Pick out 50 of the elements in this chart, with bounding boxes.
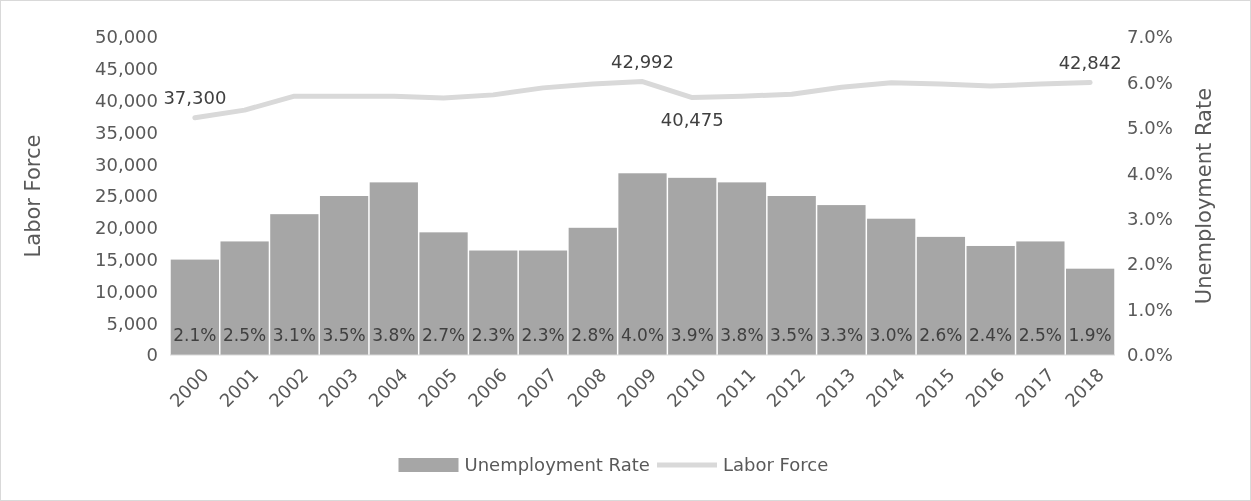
y-tick-label: 0 — [146, 344, 158, 366]
data-label: 2.3% — [521, 325, 565, 345]
bar — [916, 236, 966, 355]
data-label: 2.8% — [571, 325, 615, 345]
legend-label: Unemployment Rate — [464, 454, 650, 476]
data-label: 3.5% — [322, 325, 366, 345]
y2-tick-label: 6.0% — [1127, 71, 1173, 93]
data-label: 3.8% — [372, 325, 416, 345]
y2-tick-label: 1.0% — [1127, 298, 1173, 320]
y2-tick-label: 4.0% — [1127, 162, 1173, 184]
y-tick-label: 30,000 — [95, 153, 158, 175]
data-label: 3.1% — [272, 325, 316, 345]
y-tick-label: 5,000 — [106, 312, 158, 334]
data-label: 3.9% — [670, 325, 714, 345]
data-label: 2.4% — [969, 325, 1013, 345]
data-label: 2.5% — [223, 325, 267, 345]
bar — [518, 250, 568, 355]
y2-tick-label: 3.0% — [1127, 208, 1173, 230]
y-tick-label: 20,000 — [95, 217, 158, 239]
y2-tick-label: 7.0% — [1127, 26, 1173, 48]
y2-tick-label: 2.0% — [1127, 253, 1173, 275]
data-label: 2.1% — [173, 325, 217, 345]
data-label: 3.5% — [770, 325, 814, 345]
data-label: 4.0% — [620, 325, 665, 345]
data-label: 42,842 — [1058, 51, 1122, 73]
data-label: 2.6% — [919, 325, 963, 345]
data-label: 40,475 — [660, 108, 724, 130]
data-label: 37,300 — [163, 86, 227, 108]
bar — [319, 196, 369, 355]
data-label: 42,992 — [611, 50, 674, 72]
y-tick-label: 10,000 — [95, 280, 158, 302]
data-label: 3.3% — [819, 325, 864, 345]
data-label: 2.5% — [1018, 325, 1062, 345]
y-axis-title: Labor Force — [21, 134, 45, 258]
data-label: 2.3% — [471, 325, 515, 345]
y2-tick-label: 5.0% — [1127, 117, 1173, 139]
data-label: 2.7% — [421, 325, 466, 345]
data-label: 3.8% — [720, 325, 764, 345]
y2-axis-title: Unemployment Rate — [1192, 87, 1216, 305]
y2-tick-label: 0.0% — [1127, 344, 1173, 366]
y-tick-label: 50,000 — [95, 26, 158, 48]
y-tick-label: 15,000 — [95, 248, 158, 270]
y-tick-label: 25,000 — [95, 185, 158, 207]
y-tick-label: 45,000 — [95, 58, 158, 80]
bar — [717, 182, 767, 355]
y-tick-label: 35,000 — [95, 121, 158, 143]
legend-label: Labor Force — [723, 454, 829, 476]
data-label: 3.0% — [869, 325, 913, 345]
data-label: 1.9% — [1068, 325, 1112, 345]
y-tick-label: 40,000 — [95, 89, 158, 111]
